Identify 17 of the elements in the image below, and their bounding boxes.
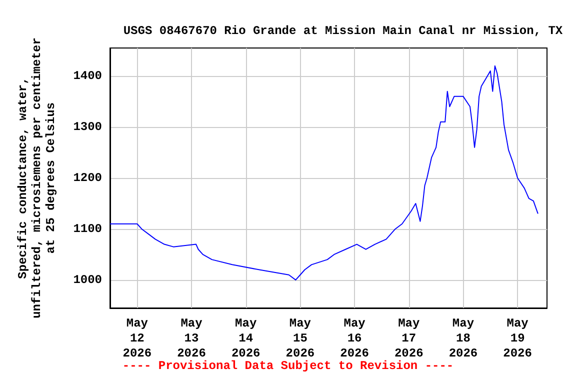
x-tick-label: May 16 2026 [340, 316, 369, 360]
y-tick-label: 1200 [73, 171, 102, 185]
chart-title: USGS 08467670 Rio Grande at Mission Main Canal nr Mission, TX [123, 24, 564, 38]
x-tick-label: May 12 2026 [122, 316, 152, 360]
x-tick-label: May 14 2026 [231, 316, 260, 360]
y-axis-title: Specific conductance, water, unfiltered, microsiemens per centimeter at 25 degrees Celsius [16, 38, 58, 318]
x-tick-label: May 15 2026 [286, 316, 315, 360]
x-tick-label: May 18 2026 [448, 316, 478, 360]
x-tick-label: May 17 2026 [394, 316, 424, 360]
y-tick-label: 1400 [73, 69, 102, 84]
y-tick-label: 1100 [73, 222, 102, 236]
x-tick-label: May 13 2026 [177, 316, 206, 360]
x-tick-label: May 19 2026 [503, 316, 532, 360]
y-tick-label: 1000 [73, 272, 102, 287]
line-series [110, 65, 538, 280]
text: ---- Provisional Data Subject to Revision ---- [122, 359, 454, 373]
y-tick-label: 1300 [73, 120, 102, 134]
